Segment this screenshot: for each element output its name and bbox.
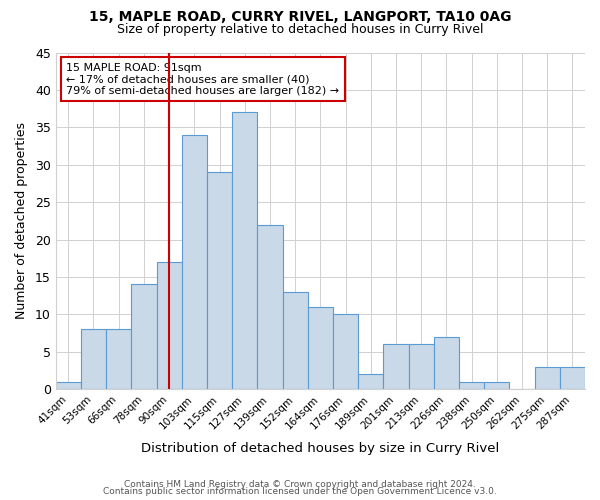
Bar bbox=[434, 337, 459, 389]
Bar bbox=[333, 314, 358, 389]
Bar bbox=[484, 382, 509, 389]
Text: 15, MAPLE ROAD, CURRY RIVEL, LANGPORT, TA10 0AG: 15, MAPLE ROAD, CURRY RIVEL, LANGPORT, T… bbox=[89, 10, 511, 24]
Bar bbox=[560, 366, 585, 389]
Bar bbox=[459, 382, 484, 389]
Bar bbox=[81, 330, 106, 389]
X-axis label: Distribution of detached houses by size in Curry Rivel: Distribution of detached houses by size … bbox=[141, 442, 499, 455]
Bar bbox=[283, 292, 308, 389]
Bar bbox=[535, 366, 560, 389]
Bar bbox=[207, 172, 232, 389]
Bar bbox=[131, 284, 157, 389]
Bar bbox=[56, 382, 81, 389]
Bar bbox=[409, 344, 434, 389]
Y-axis label: Number of detached properties: Number of detached properties bbox=[15, 122, 28, 320]
Bar bbox=[232, 112, 257, 389]
Bar bbox=[257, 224, 283, 389]
Text: Contains public sector information licensed under the Open Government Licence v3: Contains public sector information licen… bbox=[103, 487, 497, 496]
Text: Size of property relative to detached houses in Curry Rivel: Size of property relative to detached ho… bbox=[117, 22, 483, 36]
Bar bbox=[157, 262, 182, 389]
Bar bbox=[106, 330, 131, 389]
Text: Contains HM Land Registry data © Crown copyright and database right 2024.: Contains HM Land Registry data © Crown c… bbox=[124, 480, 476, 489]
Bar bbox=[358, 374, 383, 389]
Bar bbox=[383, 344, 409, 389]
Bar bbox=[182, 135, 207, 389]
Bar bbox=[308, 307, 333, 389]
Text: 15 MAPLE ROAD: 91sqm
← 17% of detached houses are smaller (40)
79% of semi-detac: 15 MAPLE ROAD: 91sqm ← 17% of detached h… bbox=[66, 62, 340, 96]
